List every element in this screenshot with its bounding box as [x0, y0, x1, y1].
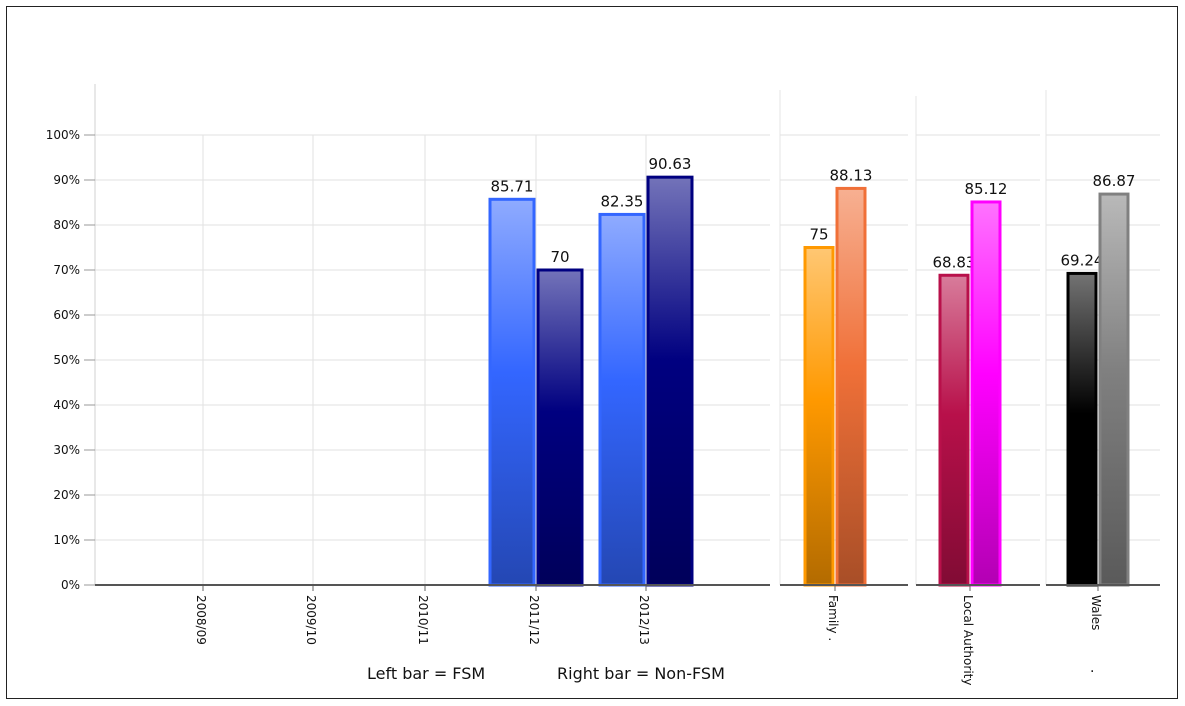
data-label: 86.87: [1093, 172, 1136, 190]
bar: [970, 200, 1002, 587]
category-label: Family .: [826, 595, 840, 641]
data-label: 68.83: [933, 253, 976, 271]
data-label: 69.24: [1061, 251, 1104, 269]
data-label: 82.35: [601, 192, 644, 210]
category-label: 2009/10: [304, 595, 318, 645]
bar: [1066, 271, 1098, 587]
y-tick-label: 90%: [53, 173, 80, 187]
bar: [536, 268, 584, 587]
chart-panel-0: 0% 10% 20% 30% 40% 50% 60% 70% 80% 90% 100% 2008/09…: [46, 84, 770, 645]
category-label: 2012/13: [637, 595, 651, 645]
y-tick-label: 40%: [53, 398, 80, 412]
bar: [646, 175, 694, 587]
category-label: Wales: [1089, 595, 1103, 630]
bar: [803, 246, 835, 587]
bar: [1098, 192, 1130, 587]
chart-panel-1: 75 88.13 Family .: [779, 90, 908, 641]
legend-left-bar: Left bar = FSM: [367, 664, 486, 683]
category-label: Local Authority: [961, 595, 975, 685]
data-label: 85.71: [491, 177, 534, 195]
chart-panel-2: 68.83 85.12 Local Authority: [915, 96, 1040, 685]
data-label: 70: [550, 248, 569, 266]
data-label: 75: [809, 226, 828, 244]
bar: [835, 186, 867, 587]
y-tick-label: 70%: [53, 263, 80, 277]
category-label: 2011/12: [527, 595, 541, 645]
data-label: 85.12: [965, 180, 1008, 198]
y-tick-label: 20%: [53, 488, 80, 502]
chart-panel-3: 69.24 86.87 Wales.: [1045, 90, 1160, 676]
bar: [488, 197, 536, 587]
y-tick-label: 60%: [53, 308, 80, 322]
y-tick-label: 80%: [53, 218, 80, 232]
y-tick-label: 10%: [53, 533, 80, 547]
y-tick-label: 30%: [53, 443, 80, 457]
bar: [598, 212, 646, 587]
y-tick-label: 100%: [46, 128, 80, 142]
y-tick-label: 0%: [61, 578, 80, 592]
annotation-text: .: [1090, 660, 1094, 676]
category-label: 2010/11: [416, 595, 430, 645]
category-label: 2008/09: [194, 595, 208, 645]
data-label: 90.63: [649, 155, 692, 173]
legend-right-bar: Right bar = Non-FSM: [557, 664, 725, 683]
y-tick-label: 50%: [53, 353, 80, 367]
data-label: 88.13: [830, 166, 873, 184]
bar: [938, 273, 970, 587]
